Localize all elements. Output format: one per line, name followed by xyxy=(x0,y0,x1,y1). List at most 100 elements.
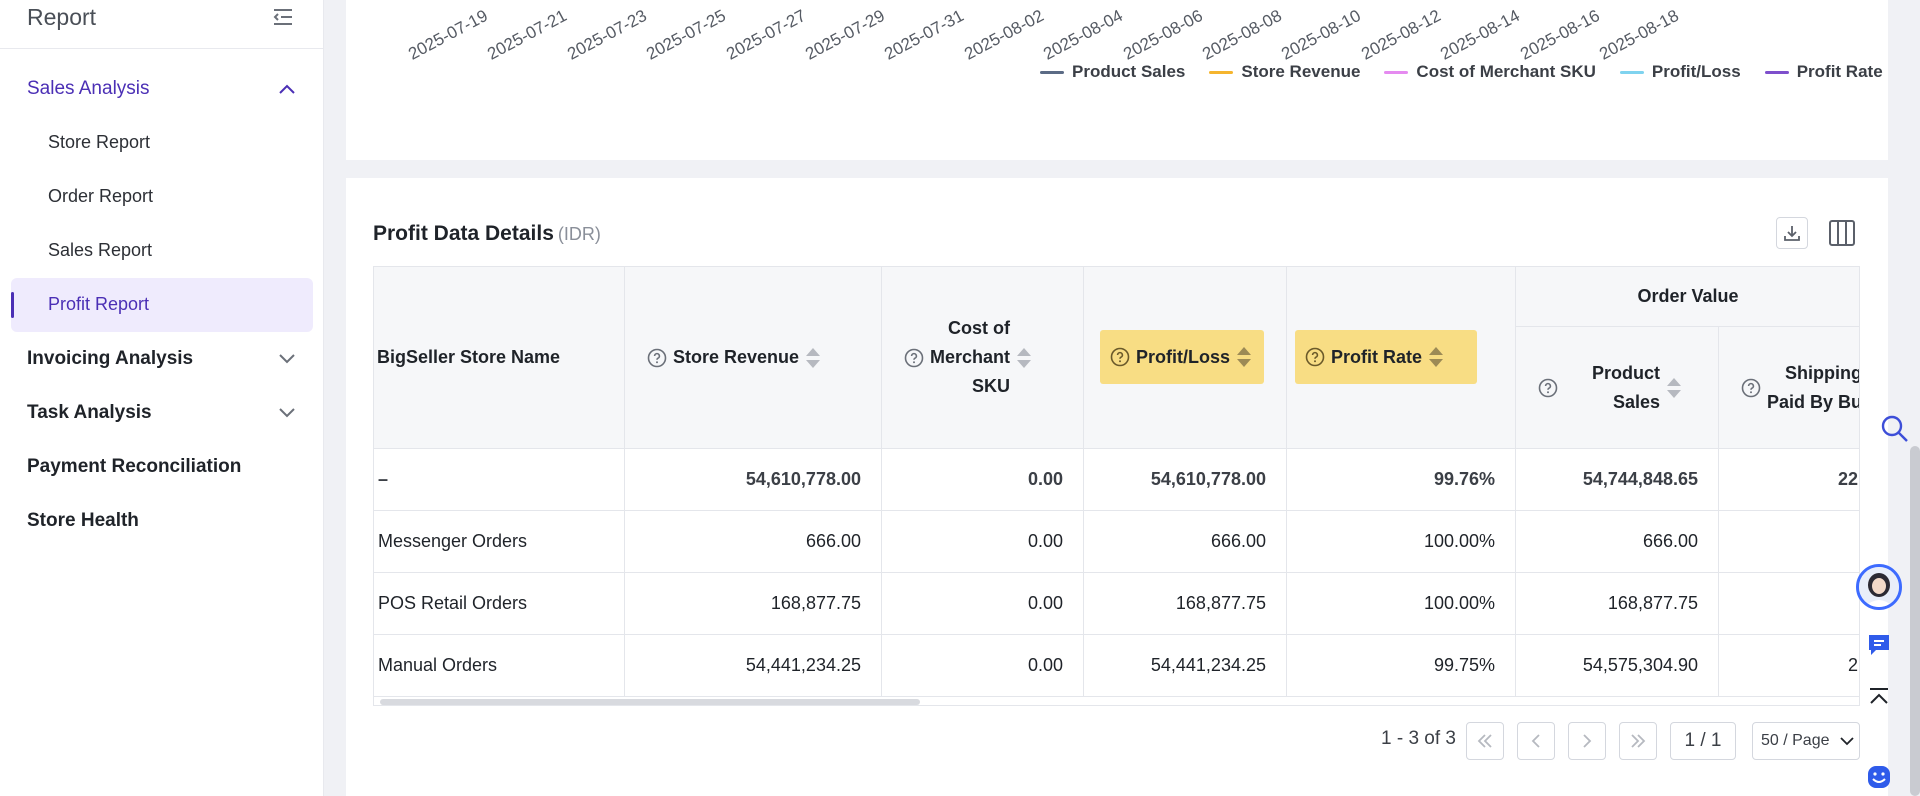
column-header-content: Product Sales xyxy=(1538,359,1682,417)
sort-icon[interactable] xyxy=(1236,345,1252,369)
double-chevron-left-icon xyxy=(1477,734,1492,748)
column-header-line: Sales xyxy=(1612,391,1660,412)
help-icon[interactable] xyxy=(1305,347,1325,367)
legend-item-product-sales[interactable]: Product Sales xyxy=(1040,62,1185,82)
legend-swatch xyxy=(1209,70,1234,74)
nav-group-payment-reconciliation[interactable]: Payment Reconciliation xyxy=(27,456,242,477)
chart-legend: Product Sales Store Revenue Cost of Merc… xyxy=(1040,62,1883,82)
horizontal-scrollbar[interactable] xyxy=(380,699,920,705)
table-cell-name: Messenger Orders xyxy=(374,511,625,573)
table-cell-revenue: 54,610,778.00 xyxy=(625,449,882,511)
collapse-menu-icon[interactable] xyxy=(272,6,294,28)
nav-group-task-analysis[interactable]: Task Analysis xyxy=(27,402,152,423)
column-header-label: Product Sales xyxy=(1564,359,1660,417)
page-scrollbar[interactable] xyxy=(1910,446,1920,796)
legend-label: Cost of Merchant SKU xyxy=(1416,62,1596,81)
columns-icon xyxy=(1829,220,1855,246)
table-cell-shipping xyxy=(1719,573,1859,635)
support-agent-avatar[interactable] xyxy=(1856,564,1902,610)
table-cell-sales: 666.00 xyxy=(1516,511,1719,573)
nav-group-invoicing-analysis[interactable]: Invoicing Analysis xyxy=(27,348,194,369)
help-icon[interactable] xyxy=(904,348,924,368)
table-cell-rate: 100.00% xyxy=(1287,511,1516,573)
help-icon[interactable] xyxy=(1741,378,1761,398)
smiley-feedback-icon[interactable] xyxy=(1866,764,1892,790)
legend-item-profit-loss[interactable]: Profit/Loss xyxy=(1619,62,1741,82)
chat-icon[interactable] xyxy=(1866,632,1892,658)
table-cell-sales: 54,744,848.65 xyxy=(1516,449,1719,511)
table-cell-revenue: 666.00 xyxy=(625,511,882,573)
legend-label: Product Sales xyxy=(1072,62,1186,81)
nav-item-store-report[interactable]: Store Report xyxy=(48,132,151,152)
page-indicator[interactable]: 1 / 1 xyxy=(1670,722,1736,760)
table-cell-shipping: 2 xyxy=(1719,635,1859,697)
column-header-line: SKU xyxy=(971,376,1010,396)
column-header-line: Paid By Bu xyxy=(1767,391,1860,412)
legend-item-cost-of-merchant-sku[interactable]: Cost of Merchant SKU xyxy=(1384,62,1596,82)
first-page-button[interactable] xyxy=(1466,722,1504,760)
column-header-label: Profit Rate xyxy=(1331,346,1423,367)
legend-item-profit-rate[interactable]: Profit Rate xyxy=(1764,62,1883,82)
column-header-line: Cost of xyxy=(948,318,1010,338)
table-cell-profit: 168,877.75 xyxy=(1084,573,1287,635)
back-to-top-icon[interactable] xyxy=(1866,684,1892,710)
table-cell-revenue: 168,877.75 xyxy=(625,573,882,635)
table-cell-shipping xyxy=(1719,511,1859,573)
column-header-label: Store Revenue xyxy=(673,347,800,367)
sort-icon[interactable] xyxy=(1666,376,1682,400)
legend-item-store-revenue[interactable]: Store Revenue xyxy=(1209,62,1360,82)
column-header-shipping-paid-by-buyer[interactable]: Shipping Paid By Bu xyxy=(1719,327,1860,449)
x-axis-tick-label: 2025-07-25 xyxy=(643,6,730,64)
column-group-header-order-value: Order Value xyxy=(1516,267,1859,327)
sort-icon[interactable] xyxy=(1016,346,1032,370)
search-icon[interactable] xyxy=(1880,414,1910,444)
x-axis-tick-label: 2025-07-21 xyxy=(484,6,571,64)
previous-page-button[interactable] xyxy=(1517,722,1555,760)
details-title-text: Profit Data Details xyxy=(373,222,554,245)
nav-item-order-report[interactable]: Order Report xyxy=(48,186,154,206)
column-header-profit-loss[interactable]: Profit/Loss xyxy=(1084,267,1287,449)
table-cell-profit: 54,441,234.25 xyxy=(1084,635,1287,697)
column-settings-button[interactable] xyxy=(1826,217,1858,249)
nav-item-sales-report[interactable]: Sales Report xyxy=(48,240,153,260)
help-icon[interactable] xyxy=(1110,347,1130,367)
export-button[interactable] xyxy=(1776,217,1808,249)
chevron-down-icon[interactable] xyxy=(279,408,295,418)
x-axis-tick-label: 2025-08-02 xyxy=(961,6,1047,64)
column-header-product-sales[interactable]: Product Sales xyxy=(1516,327,1719,449)
column-header-line: Product xyxy=(1591,362,1660,383)
chevron-left-icon xyxy=(1531,734,1540,748)
sort-icon[interactable] xyxy=(805,346,821,370)
x-axis-tick-label: 2025-07-27 xyxy=(722,6,809,64)
legend-swatch xyxy=(1384,70,1409,74)
help-icon[interactable] xyxy=(1538,378,1558,398)
page-size-value: 50 / Page xyxy=(1761,732,1830,749)
nav-group-sales-analysis[interactable]: Sales Analysis xyxy=(27,78,150,99)
last-page-button[interactable] xyxy=(1619,722,1657,760)
chevron-up-icon[interactable] xyxy=(279,84,295,94)
chevron-down-icon[interactable] xyxy=(279,354,295,364)
column-header-store-revenue[interactable]: Store Revenue xyxy=(625,267,882,449)
legend-label: Profit/Loss xyxy=(1651,62,1741,81)
details-title: Profit Data Details (IDR) xyxy=(373,222,601,246)
column-header-content: Cost of Merchant SKU xyxy=(904,314,1032,401)
column-header-cost-of-merchant-sku[interactable]: Cost of Merchant SKU xyxy=(882,267,1084,449)
table-cell-name: Manual Orders xyxy=(374,635,625,697)
next-page-button[interactable] xyxy=(1568,722,1606,760)
column-header-profit-rate[interactable]: Profit Rate xyxy=(1287,267,1516,449)
chevron-down-icon xyxy=(1839,737,1854,746)
nav-group-store-health[interactable]: Store Health xyxy=(27,510,139,531)
x-axis-tick-label: 2025-08-14 xyxy=(1437,6,1524,64)
sort-icon[interactable] xyxy=(1428,345,1444,369)
column-header-label: Profit/Loss xyxy=(1136,346,1231,367)
legend-swatch xyxy=(1040,70,1064,74)
profit-details-card: Profit Data Details (IDR) BigSeller Store… xyxy=(346,178,1888,796)
page-size-select[interactable]: 50 / Page xyxy=(1752,722,1860,760)
x-axis-tick-label: 2025-08-10 xyxy=(1278,6,1365,64)
x-axis-tick-label: 2025-07-29 xyxy=(802,6,888,64)
table-cell-cost: 0.00 xyxy=(882,449,1084,511)
table-cell-sales: 168,877.75 xyxy=(1516,573,1719,635)
nav-item-profit-report[interactable]: Profit Report xyxy=(48,294,150,314)
help-icon[interactable] xyxy=(647,348,667,368)
column-header-content: Shipping Paid By Bu xyxy=(1741,359,1860,417)
